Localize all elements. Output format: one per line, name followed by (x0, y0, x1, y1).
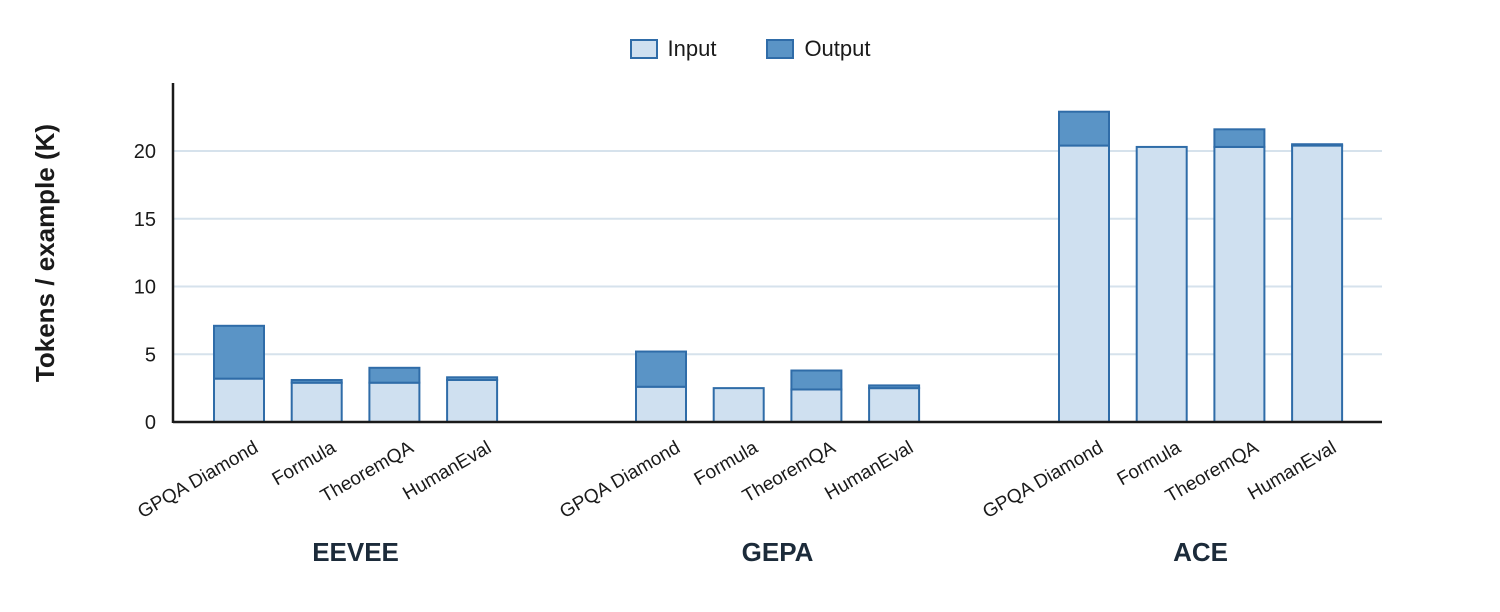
y-tick-label: 5 (145, 344, 156, 366)
legend-item-input: Input (629, 36, 717, 62)
bar-output (1213, 128, 1266, 148)
bar-output (446, 376, 499, 381)
y-tick-label: 0 (145, 412, 156, 434)
bar-input (290, 381, 343, 423)
x-tick-label: GPQA Diamond (556, 437, 684, 523)
x-tick-label: GPQA Diamond (979, 437, 1107, 523)
legend-item-output: Output (766, 36, 870, 62)
legend: Input Output (0, 36, 1500, 62)
bar-output (290, 378, 343, 384)
bar-output (635, 350, 687, 388)
x-tick-label: GPQA Diamond (134, 437, 262, 523)
bar-input (368, 381, 421, 423)
bar-input (446, 378, 499, 423)
x-tick-label: HumanEval (1244, 437, 1340, 504)
x-tick-label: HumanEval (399, 437, 495, 504)
y-axis-title: Tokens / example (K) (30, 124, 60, 382)
y-tick-label: 15 (134, 209, 156, 231)
bar-input (1291, 144, 1344, 424)
group-label: EEVEE (312, 537, 399, 567)
bar-input (213, 377, 265, 424)
bar-input (712, 387, 765, 423)
legend-label-output: Output (804, 36, 871, 61)
bar-input (1213, 145, 1266, 423)
y-tick-label: 10 (134, 277, 156, 299)
legend-swatch-output (766, 39, 795, 59)
bar-input (1135, 145, 1188, 423)
group-label: ACE (1173, 537, 1228, 567)
bar-input (1058, 144, 1110, 424)
bar-output (868, 384, 921, 390)
bar-output (1058, 110, 1110, 147)
legend-swatch-input (629, 39, 658, 59)
bar-input (868, 387, 921, 423)
group-label: GEPA (742, 537, 814, 567)
bar-output (368, 366, 421, 384)
bar-input (635, 385, 687, 423)
bar-output (213, 324, 265, 380)
bar-output (790, 369, 843, 391)
legend-label-input: Input (667, 36, 717, 61)
x-tick-label: HumanEval (821, 437, 917, 504)
y-tick-label: 20 (134, 141, 156, 163)
bar-output (1291, 143, 1344, 147)
bar-input (790, 388, 843, 424)
